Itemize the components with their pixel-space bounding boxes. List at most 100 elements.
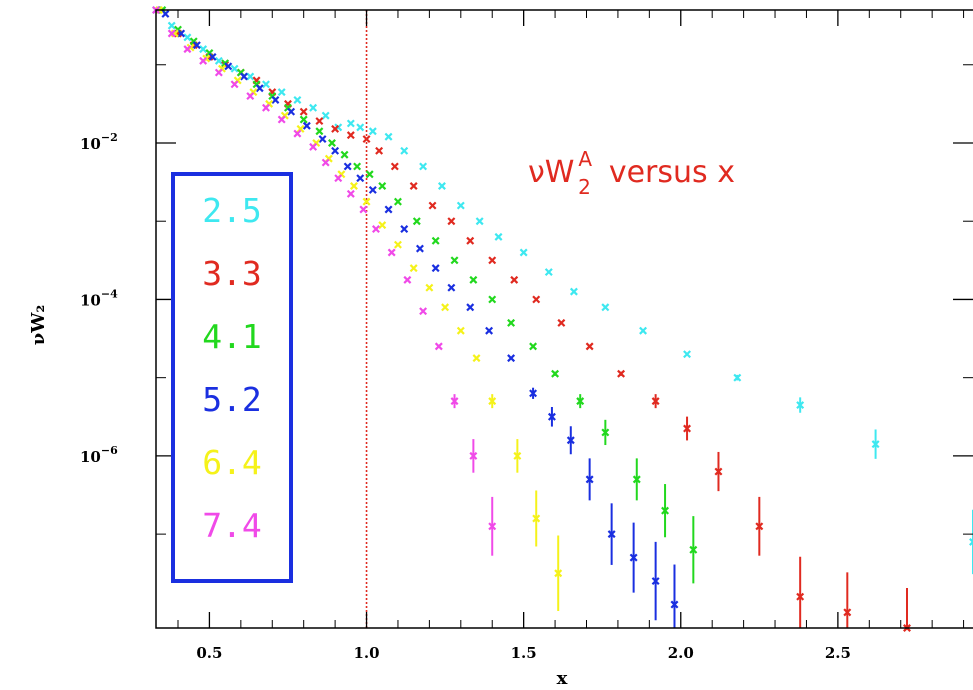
marker (683, 424, 692, 433)
data-point (519, 248, 528, 257)
data-point (601, 303, 610, 312)
data-point (403, 275, 412, 284)
data-point (450, 256, 459, 265)
marker (796, 592, 805, 601)
marker (356, 174, 365, 183)
marker (293, 129, 302, 138)
data-point (393, 197, 402, 206)
data-point (651, 541, 660, 621)
data-point (714, 451, 723, 492)
marker (431, 236, 440, 245)
data-point (585, 342, 594, 351)
marker (340, 150, 349, 159)
marker (362, 197, 371, 206)
data-point (554, 535, 563, 612)
data-point (346, 119, 355, 128)
data-point (670, 564, 679, 628)
data-point (466, 236, 475, 245)
data-point (409, 264, 418, 273)
data-point (488, 295, 497, 304)
marker (230, 80, 239, 89)
marker (214, 56, 223, 65)
marker (349, 182, 358, 190)
data-point (419, 162, 428, 171)
marker (393, 240, 402, 249)
data-point (437, 182, 446, 190)
marker (271, 95, 280, 104)
marker (651, 577, 660, 586)
data-point (321, 158, 330, 167)
data-point (356, 174, 365, 183)
marker (183, 33, 192, 42)
data-point (415, 244, 424, 253)
marker (617, 369, 626, 378)
marker (843, 608, 852, 617)
data-point (346, 131, 355, 140)
series-7-4 (152, 6, 497, 556)
marker (199, 45, 208, 54)
marker (309, 142, 318, 151)
marker (969, 537, 973, 546)
marker (472, 354, 481, 363)
data-point (315, 117, 324, 126)
data-point (321, 111, 330, 120)
annotation-text: νW A 2 versus x (528, 147, 735, 199)
data-point (246, 72, 255, 81)
data-point (208, 52, 217, 61)
marker (466, 236, 475, 245)
data-point (456, 201, 465, 210)
marker (183, 45, 192, 54)
data-point (262, 80, 270, 89)
data-point (400, 225, 409, 234)
marker (331, 146, 340, 155)
marker (240, 72, 248, 81)
marker (566, 436, 575, 445)
marker (400, 146, 409, 155)
data-point (450, 394, 459, 409)
data-point (510, 275, 519, 284)
marker (469, 275, 478, 284)
marker (639, 326, 648, 335)
data-point (617, 369, 626, 378)
marker (585, 342, 594, 351)
data-point (346, 189, 355, 198)
data-point (607, 503, 616, 565)
plot-frame (155, 9, 973, 629)
data-point (547, 406, 556, 427)
marker (346, 119, 355, 128)
data-point (796, 397, 805, 413)
data-point (409, 182, 418, 190)
data-point (327, 139, 336, 147)
data-point (309, 103, 318, 112)
marker (601, 428, 610, 437)
data-point (343, 162, 352, 171)
data-point (431, 264, 440, 273)
data-point (441, 303, 450, 312)
data-points-layer (152, 6, 973, 632)
data-point (425, 283, 434, 292)
marker (466, 303, 475, 312)
marker (475, 217, 484, 226)
data-point (356, 123, 365, 132)
data-point (871, 429, 880, 459)
marker (255, 84, 264, 93)
y-tick-label: 10−4 (80, 287, 118, 309)
marker (318, 135, 327, 144)
marker (384, 132, 393, 141)
annotation-subscript: 2 (578, 175, 591, 199)
marker (161, 9, 170, 18)
marker (177, 29, 186, 38)
data-point (277, 88, 286, 97)
data-point (532, 295, 541, 304)
data-point (390, 162, 399, 171)
annotation-main: νW (528, 155, 574, 190)
data-point (569, 287, 578, 296)
marker (507, 354, 516, 363)
data-point (513, 439, 522, 473)
marker (488, 397, 497, 406)
data-point (843, 572, 852, 628)
marker (661, 506, 670, 515)
marker (441, 303, 450, 312)
marker (689, 545, 698, 554)
